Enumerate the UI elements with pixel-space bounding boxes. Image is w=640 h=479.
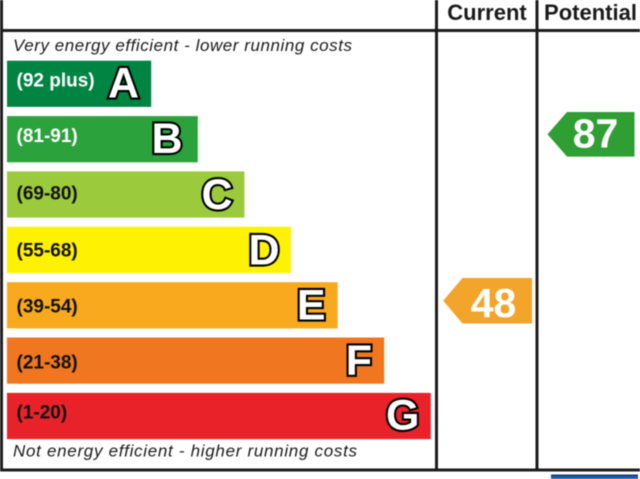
svg-text:Not energy efficient - higher: Not energy efficient - higher running co… xyxy=(13,442,358,461)
svg-text:(55-68): (55-68) xyxy=(17,241,78,262)
svg-text:Current: Current xyxy=(447,0,527,25)
svg-text:(81-91): (81-91) xyxy=(17,126,78,147)
svg-text:B: B xyxy=(151,115,182,163)
svg-text:F: F xyxy=(346,337,372,385)
svg-text:Potential: Potential xyxy=(544,0,637,25)
svg-text:A: A xyxy=(108,60,139,108)
svg-text:E: E xyxy=(297,282,326,330)
svg-text:48: 48 xyxy=(471,280,517,326)
svg-text:(92 plus): (92 plus) xyxy=(17,71,95,92)
svg-text:G: G xyxy=(386,392,419,440)
svg-text:(1-20): (1-20) xyxy=(17,403,68,424)
svg-text:87: 87 xyxy=(573,111,619,157)
svg-text:C: C xyxy=(201,171,232,219)
svg-text:Very energy efficient - lower: Very energy efficient - lower running co… xyxy=(13,36,353,55)
svg-text:D: D xyxy=(248,226,279,274)
svg-text:(39-54): (39-54) xyxy=(17,296,78,317)
svg-text:(69-80): (69-80) xyxy=(17,183,78,204)
svg-text:(21-38): (21-38) xyxy=(17,353,78,374)
